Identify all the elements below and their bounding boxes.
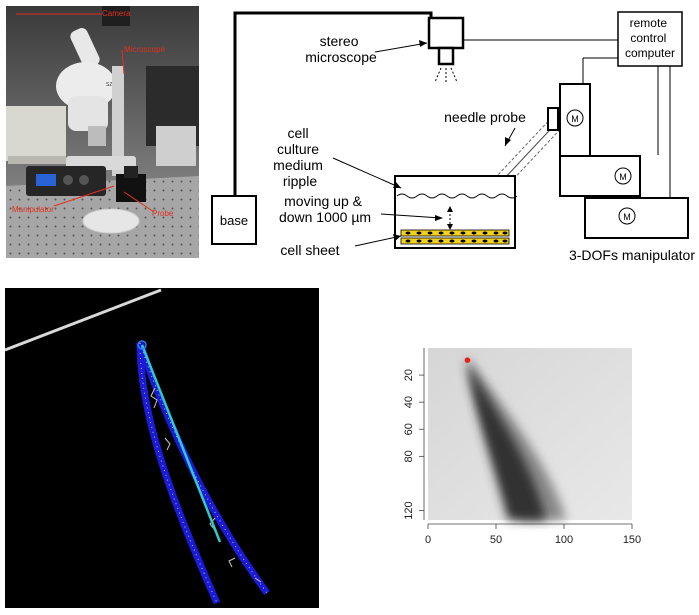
x-tick-label: 0 bbox=[425, 534, 431, 546]
stereo-microscope-label: stereo microscope bbox=[305, 33, 377, 65]
culture-medium-line-4: ripple bbox=[283, 173, 317, 189]
probe-tip-marker bbox=[137, 340, 147, 350]
cell-sheet-label: cell sheet bbox=[280, 242, 339, 258]
medium-ripple bbox=[396, 193, 518, 199]
microscope-body bbox=[427, 16, 465, 50]
stereo-microscope-line-2: microscope bbox=[305, 49, 377, 65]
base-box bbox=[211, 195, 257, 245]
moving-line-1: moving up & bbox=[284, 193, 362, 209]
culture-dish bbox=[394, 175, 516, 249]
culture-medium-label: cell culture medium ripple bbox=[273, 125, 327, 189]
setup-photo-image: SZM Camera Microscope Manipulator Probe bbox=[6, 6, 199, 258]
setup-photo: SZM Camera Microscope Manipulator Probe bbox=[6, 6, 199, 258]
y-ticks: 20 40 60 80 120 bbox=[403, 369, 424, 520]
cell-sheet bbox=[400, 229, 510, 245]
intensity-heatmap: 0 50 100 150 20 40 60 80 120 bbox=[403, 348, 641, 546]
intensity-heatmap-panel: 0 50 100 150 20 40 60 80 120 bbox=[360, 340, 670, 570]
remote-computer-box bbox=[617, 11, 683, 67]
x-tick-label: 50 bbox=[490, 534, 502, 546]
probe-detection-image bbox=[4, 288, 319, 608]
y-tick-label: 80 bbox=[403, 450, 415, 462]
microscope-stand bbox=[233, 11, 433, 196]
probe-edge-right bbox=[136, 341, 270, 596]
probe-shadow-core bbox=[467, 362, 546, 520]
remote-computer-line-1: remote bbox=[630, 16, 668, 30]
probe-axis-line bbox=[140, 344, 222, 543]
microscope-label: Microscope bbox=[124, 45, 165, 54]
x-tick-label: 150 bbox=[623, 534, 641, 546]
remote-computer-line-2: control bbox=[630, 31, 666, 45]
manipulator-label: 3-DOFs manipulator bbox=[569, 247, 695, 263]
culture-medium-line-2: culture bbox=[277, 141, 319, 157]
moving-label: moving up & down 1000 µm bbox=[279, 193, 371, 225]
moving-line-2: down 1000 µm bbox=[279, 209, 371, 225]
manipulator-label: Manipulator bbox=[12, 205, 54, 214]
manipulator-x-stage bbox=[584, 197, 689, 239]
detection-svg bbox=[4, 288, 270, 605]
tip-point-marker bbox=[464, 357, 471, 363]
motor-label-3: M bbox=[623, 212, 631, 222]
x-ticks: 0 50 100 150 bbox=[425, 524, 641, 546]
needle-probe-label: needle probe bbox=[444, 109, 526, 125]
schematic-diagram: base stereo microscope remote control co… bbox=[205, 0, 699, 270]
y-tick-label: 40 bbox=[403, 396, 415, 408]
y-tick-label: 20 bbox=[403, 369, 415, 381]
culture-medium-line-1: cell bbox=[288, 125, 309, 141]
reference-line bbox=[4, 288, 162, 352]
probe-shadow-outer bbox=[466, 356, 566, 520]
base-label: base bbox=[220, 213, 248, 228]
schematic-svg: base stereo microscope remote control co… bbox=[211, 11, 695, 263]
remote-computer-line-3: computer bbox=[625, 46, 675, 60]
x-tick-label: 100 bbox=[555, 534, 573, 546]
culture-medium-line-3: medium bbox=[273, 157, 323, 173]
remote-computer-label: remote control computer bbox=[625, 16, 675, 60]
device-brand-text: SZM bbox=[106, 82, 117, 88]
microscope-objective bbox=[437, 46, 455, 66]
motor-label-1: M bbox=[571, 114, 579, 124]
probe-label: Probe bbox=[152, 209, 174, 218]
camera-label: Camera bbox=[102, 9, 131, 18]
motor-label-2: M bbox=[619, 172, 627, 182]
stereo-microscope-line-1: stereo bbox=[320, 33, 359, 49]
y-tick-label: 120 bbox=[403, 501, 415, 519]
y-tick-label: 60 bbox=[403, 423, 415, 435]
